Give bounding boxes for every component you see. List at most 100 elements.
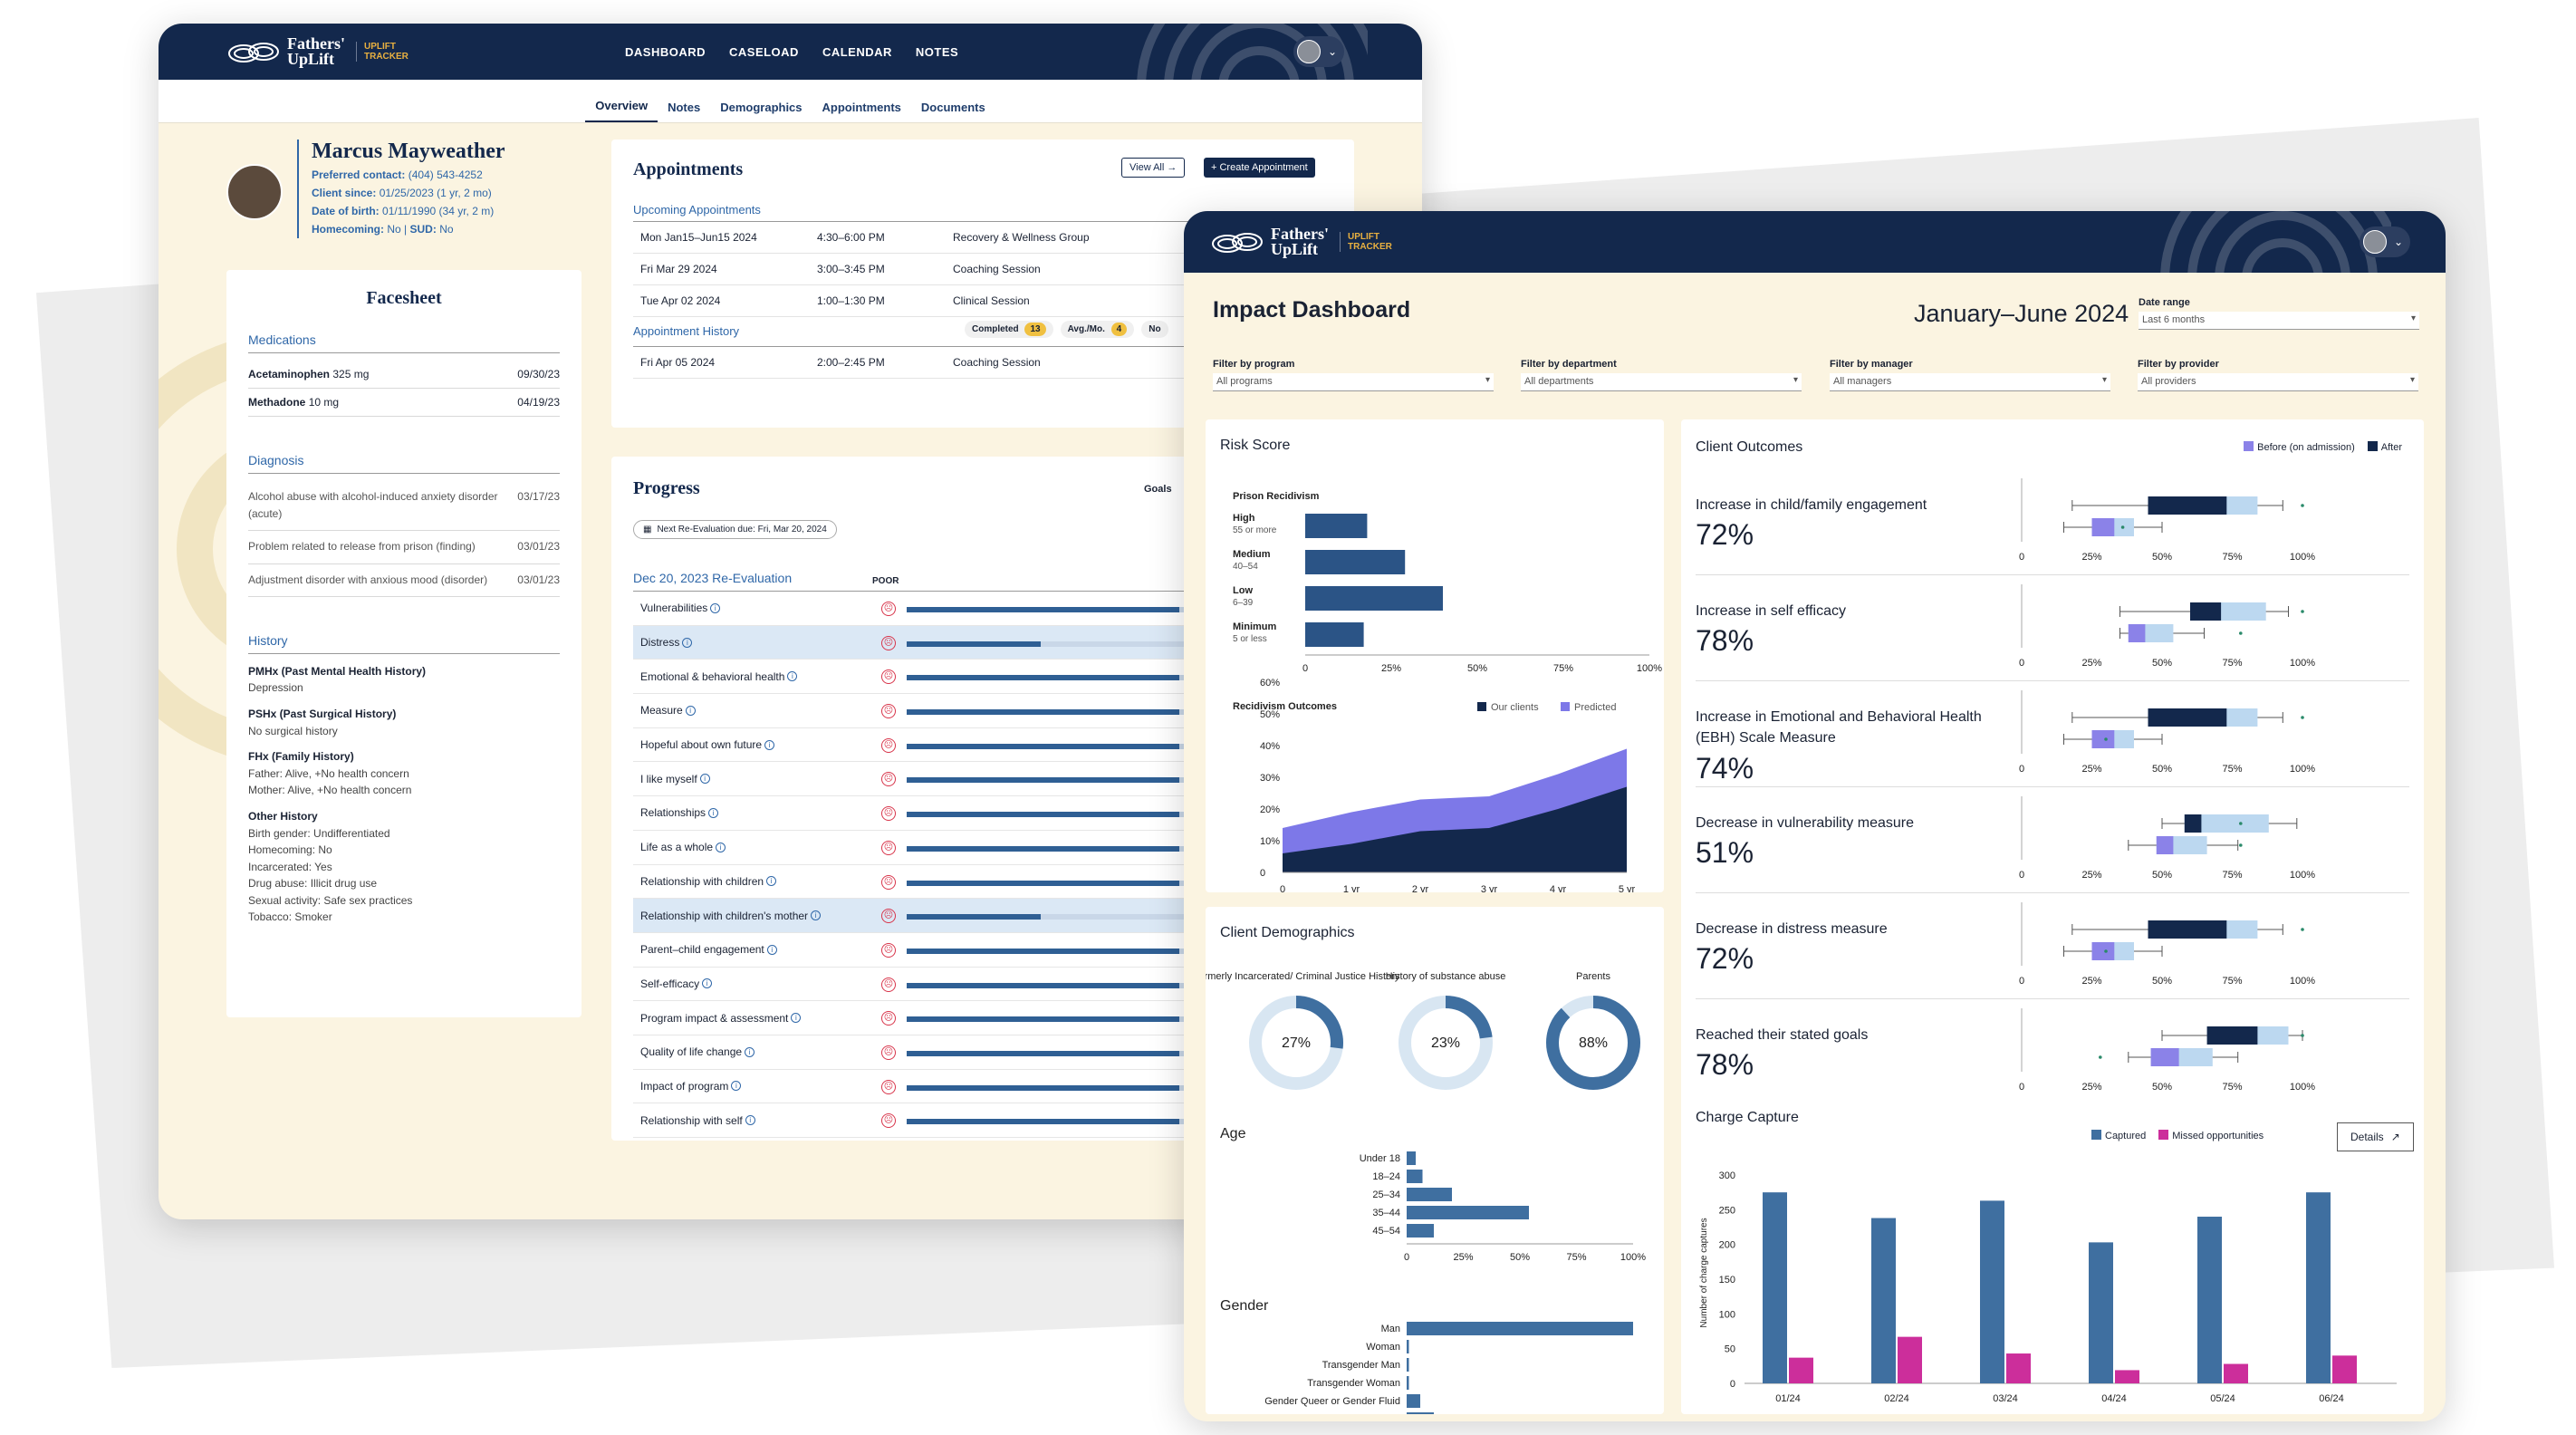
logo[interactable]: Fathers' UpLift UPLIFT TRACKER bbox=[227, 34, 409, 67]
charge-xtick: 02/24 bbox=[1884, 1393, 1909, 1404]
since-label: Client since: bbox=[312, 187, 377, 199]
progress-row[interactable]: Life as a whole i ☹ bbox=[633, 831, 1354, 865]
progress-fill bbox=[907, 743, 1180, 749]
recid-xtick: 0 bbox=[1280, 884, 1285, 892]
risk-level-name: Medium bbox=[1233, 549, 1271, 560]
charge-xtick: 06/24 bbox=[2319, 1393, 2344, 1404]
outcome-tick: 50% bbox=[2152, 870, 2172, 881]
medication-name: Methadone bbox=[248, 396, 306, 409]
progress-row[interactable]: Self-efficacy i ☹ bbox=[633, 968, 1354, 1002]
progress-row[interactable]: Program impact & assessment i ☹ bbox=[633, 1001, 1354, 1035]
appointment-row[interactable]: Fri Apr 05 2024 2:00–2:45 PM Coaching Sess… bbox=[633, 347, 1354, 379]
progress-bar bbox=[907, 607, 1354, 612]
brand-sub1: UPLIFT bbox=[363, 42, 396, 53]
tab-appointments[interactable]: Appointments bbox=[822, 101, 901, 114]
progress-row[interactable]: Measure i ☹ bbox=[633, 694, 1354, 728]
filter-provider-select[interactable]: All providers bbox=[2138, 373, 2418, 391]
nav-notes[interactable]: NOTES bbox=[915, 44, 959, 59]
date-range-select[interactable]: Last 6 months bbox=[2139, 312, 2419, 330]
progress-row[interactable]: Relationship with children i ☹ bbox=[633, 865, 1354, 900]
progress-label: Relationship with self bbox=[640, 1113, 743, 1127]
date-range[interactable]: Date range Last 6 months bbox=[2139, 297, 2419, 330]
sad-face-icon: ☹ bbox=[881, 840, 896, 855]
progress-fill bbox=[907, 777, 1180, 784]
nav-dashboard[interactable]: DASHBOARD bbox=[625, 44, 706, 59]
appt-time: 1:00–1:30 PM bbox=[817, 294, 885, 307]
outcome-text: Decrease in vulnerability measure bbox=[1696, 815, 1914, 831]
progress-row[interactable]: Relationships i ☹ bbox=[633, 796, 1354, 831]
filter-program-select[interactable]: All programs bbox=[1213, 373, 1494, 391]
demographics-card: Client Demographics Formerly Incarcerate… bbox=[1206, 907, 1664, 1414]
brand-sub1: UPLIFT bbox=[1347, 232, 1379, 243]
progress-row[interactable]: Vulnerabilities i ☹ bbox=[633, 592, 1354, 626]
risk-tick: 25% bbox=[1381, 663, 1401, 674]
history-item: PMHx (Past Mental Health History) Depress… bbox=[248, 663, 560, 697]
info-icon: i bbox=[811, 910, 822, 921]
recid-xtick: 3 yr bbox=[1481, 884, 1498, 892]
sad-face-icon: ☹ bbox=[881, 602, 896, 616]
outlier-point bbox=[2301, 610, 2304, 613]
charge-xtick: 03/24 bbox=[1993, 1393, 2018, 1404]
filter-manager-select[interactable]: All managers bbox=[1830, 373, 2110, 391]
brand-line1: Fathers' bbox=[287, 34, 345, 53]
diagnosis-text: Problem related to release from prison (… bbox=[248, 540, 476, 554]
brand-sub2: TRACKER bbox=[363, 52, 409, 63]
recid-xtick: 2 yr bbox=[1412, 884, 1429, 892]
sad-face-icon: ☹ bbox=[881, 737, 896, 753]
appt-date: Mon Jan15–Jun15 2024 bbox=[640, 231, 757, 244]
user-menu[interactable]: ⌄ bbox=[2360, 226, 2410, 257]
median-box bbox=[2190, 602, 2222, 621]
user-menu[interactable]: ⌄ bbox=[1293, 36, 1344, 67]
nav-calendar[interactable]: CALENDAR bbox=[822, 44, 892, 59]
progress-row[interactable]: Parent–child engagement i ☹ bbox=[633, 933, 1354, 968]
progress-row[interactable]: Quality of life change i ☹ bbox=[633, 1035, 1354, 1070]
median-box bbox=[2148, 920, 2227, 939]
progress-row[interactable]: I like myself i ☹ bbox=[633, 762, 1354, 797]
outcome-tick: 25% bbox=[2081, 1082, 2101, 1093]
recid-xtick: 1 yr bbox=[1343, 884, 1360, 892]
outcome-tick: 100% bbox=[2290, 1082, 2315, 1093]
missed-bar bbox=[2006, 1353, 2031, 1383]
eval-heading: Dec 20, 2023 Re-Evaluation bbox=[633, 571, 793, 585]
risk-bar bbox=[1305, 622, 1364, 647]
filter-department-select[interactable]: All departments bbox=[1521, 373, 1802, 391]
tab-notes[interactable]: Notes bbox=[668, 101, 701, 114]
outlier-point bbox=[2239, 822, 2243, 825]
our-clients-area bbox=[1283, 786, 1627, 872]
charge-ytick: 150 bbox=[1719, 1275, 1735, 1286]
appointment-row[interactable]: Fri Mar 29 2024 3:00–3:45 PM Coaching Sess… bbox=[633, 254, 1354, 285]
dashboard-period: January–June 2024 bbox=[1914, 300, 2129, 327]
tab-demographics[interactable]: Demographics bbox=[720, 101, 803, 114]
medication: Methadone 10 mg bbox=[248, 396, 339, 409]
details-button[interactable]: Details ↗ bbox=[2337, 1122, 2414, 1151]
next-eval-chip[interactable]: ▦ Next Re-Evaluation due: Fri, Mar 20, 20… bbox=[633, 520, 837, 539]
sad-face-icon: ☹ bbox=[881, 1011, 896, 1026]
outcome-row: Increase in Emotional and Behavioral Hea… bbox=[1696, 681, 2409, 787]
charge-xtick: 04/24 bbox=[2101, 1393, 2127, 1404]
appointment-row[interactable]: Tue Apr 02 2024 1:00–1:30 PM Clinical Sess… bbox=[633, 285, 1354, 317]
progress-row[interactable]: Emotional & behavioral health i ☹ bbox=[633, 660, 1354, 695]
appointment-row[interactable]: Mon Jan15–Jun15 2024 4:30–6:00 PM Recovery… bbox=[633, 222, 1354, 254]
dob-label: Date of birth: bbox=[312, 205, 380, 217]
missed-bar bbox=[2115, 1370, 2139, 1383]
recid-xtick: 5 yr bbox=[1619, 884, 1636, 892]
outcome-tick: 50% bbox=[2152, 1082, 2172, 1093]
progress-row[interactable]: Relationship with self i ☹ bbox=[633, 1103, 1354, 1138]
appt-date: Fri Apr 05 2024 bbox=[640, 356, 716, 369]
median-box bbox=[2148, 708, 2227, 727]
avatar bbox=[1297, 40, 1321, 63]
tab-overview[interactable]: Overview bbox=[585, 99, 658, 122]
nav-caseload[interactable]: CASELOAD bbox=[729, 44, 799, 59]
progress-row[interactable]: Hopeful about own future i ☹ bbox=[633, 728, 1354, 763]
view-all-button[interactable]: View All → bbox=[1121, 158, 1186, 178]
recid-ytick: 20% bbox=[1260, 804, 1280, 815]
medication-date: 04/19/23 bbox=[517, 396, 560, 409]
create-appointment-button[interactable]: + Create Appointment bbox=[1204, 158, 1315, 178]
progress-row[interactable]: Impact of program i ☹ bbox=[633, 1070, 1354, 1104]
progress-fill bbox=[907, 845, 1180, 852]
dashboard-logo[interactable]: Fathers' UpLift UPLIFT TRACKER bbox=[1211, 226, 1392, 257]
outcome-tick: 0 bbox=[2019, 658, 2024, 669]
tab-documents[interactable]: Documents bbox=[920, 101, 985, 114]
facesheet-card: Facesheet Medications Acetaminophen 325 … bbox=[226, 270, 582, 1017]
history-heading: Other History bbox=[248, 809, 318, 823]
